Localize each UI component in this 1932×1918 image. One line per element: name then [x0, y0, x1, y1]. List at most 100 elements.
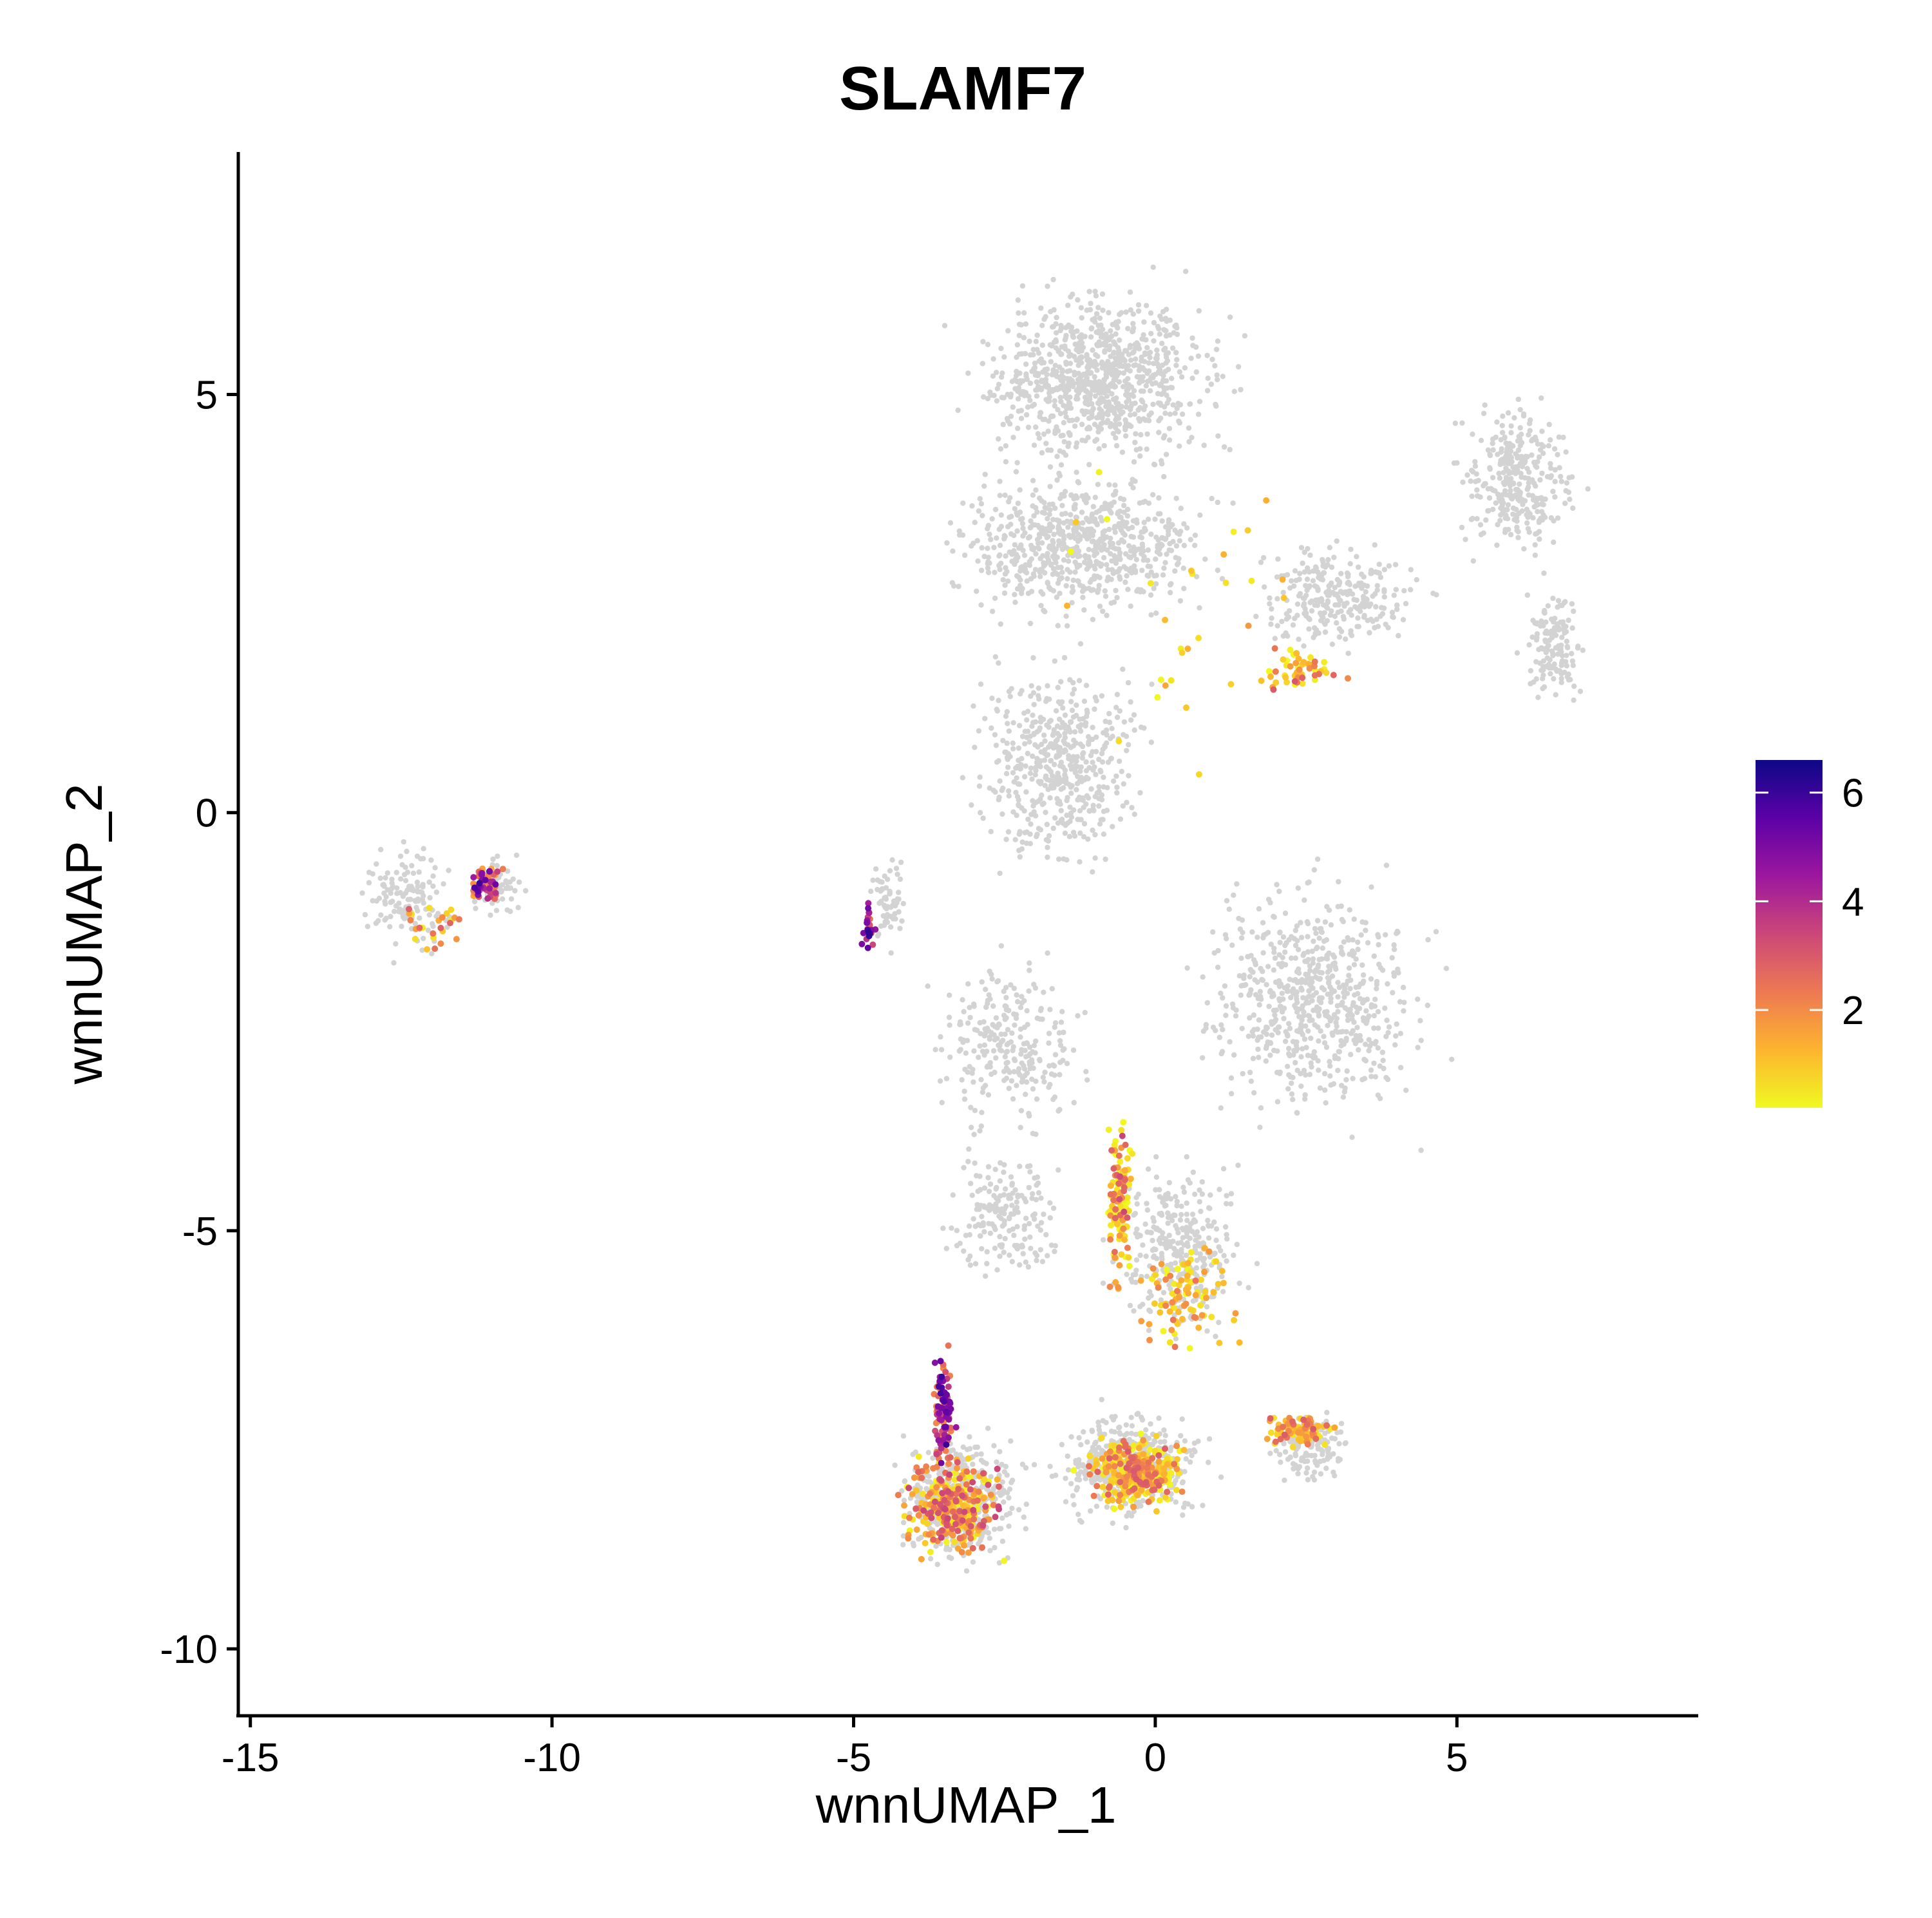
background-point — [1000, 785, 1006, 792]
background-point — [1115, 415, 1122, 421]
background-point — [1137, 446, 1143, 451]
background-point — [1218, 1022, 1224, 1028]
background-point — [954, 1228, 960, 1233]
background-point — [1292, 1039, 1298, 1045]
background-point — [1569, 658, 1576, 664]
background-point — [1495, 451, 1501, 457]
background-point — [943, 1546, 949, 1552]
background-point — [1238, 955, 1244, 962]
background-point — [1206, 1223, 1212, 1229]
background-point — [1057, 1059, 1063, 1065]
background-point — [1517, 442, 1523, 449]
background-point — [1031, 513, 1037, 519]
background-point — [1040, 591, 1046, 597]
background-point — [1343, 636, 1349, 642]
background-point — [1139, 378, 1146, 384]
background-point — [1200, 1055, 1206, 1061]
background-point — [1504, 507, 1510, 513]
background-point — [1060, 379, 1066, 385]
background-point — [1293, 1005, 1299, 1011]
background-point — [1091, 808, 1097, 813]
background-point — [1371, 1012, 1377, 1019]
background-point — [1160, 435, 1167, 441]
background-point — [972, 1108, 978, 1114]
background-point — [1019, 1076, 1026, 1081]
background-point — [1361, 1056, 1367, 1063]
background-point — [1099, 693, 1105, 699]
background-point — [1338, 571, 1344, 576]
background-point — [1041, 560, 1046, 566]
background-point — [1282, 910, 1289, 916]
background-point — [1020, 1251, 1026, 1257]
background-point — [1350, 953, 1356, 959]
background-point — [1220, 1289, 1226, 1295]
background-point — [1052, 1052, 1059, 1058]
background-point — [1325, 1023, 1331, 1029]
background-point — [1543, 649, 1549, 656]
background-point — [1124, 799, 1130, 806]
background-point — [1213, 347, 1220, 352]
background-point — [1124, 513, 1131, 519]
background-point — [1498, 457, 1504, 463]
background-point — [1325, 1013, 1331, 1020]
background-point — [1284, 1032, 1291, 1038]
background-point — [390, 884, 396, 889]
background-point — [1013, 1015, 1019, 1021]
background-point — [1524, 466, 1530, 471]
background-point — [949, 580, 956, 585]
background-point — [1045, 580, 1050, 585]
background-point — [1021, 1226, 1027, 1232]
background-point — [1279, 618, 1285, 625]
background-point — [1093, 293, 1099, 299]
background-point — [879, 879, 885, 885]
background-point — [1168, 547, 1175, 553]
background-point — [972, 745, 978, 750]
background-point — [999, 370, 1005, 376]
background-point — [1305, 1028, 1311, 1034]
background-point — [1084, 307, 1090, 313]
background-point — [1221, 444, 1227, 450]
background-point — [1104, 732, 1110, 738]
background-point — [392, 909, 397, 915]
background-point — [1003, 1049, 1009, 1056]
background-point — [1025, 1264, 1032, 1270]
background-point — [1101, 831, 1107, 837]
background-point — [1129, 1279, 1135, 1285]
background-point — [1309, 948, 1315, 954]
background-point — [1473, 479, 1479, 484]
background-point — [998, 512, 1005, 518]
background-point — [1551, 539, 1557, 546]
background-point — [1131, 459, 1137, 465]
background-point — [981, 394, 987, 400]
background-point — [1532, 434, 1539, 441]
background-point — [992, 1544, 998, 1551]
background-point — [1481, 410, 1487, 417]
background-point — [1300, 1032, 1305, 1038]
background-point — [1023, 1215, 1029, 1221]
background-point — [1023, 412, 1030, 418]
background-point — [1248, 1078, 1255, 1085]
background-point — [1043, 526, 1049, 532]
background-point — [1290, 986, 1296, 992]
background-point — [1058, 679, 1064, 685]
background-point — [1151, 585, 1157, 591]
background-point — [1103, 404, 1109, 410]
background-point — [1066, 379, 1072, 386]
background-point — [985, 1425, 991, 1431]
background-point — [1161, 565, 1167, 571]
background-point — [1531, 459, 1537, 466]
background-point — [1210, 1024, 1217, 1030]
background-point — [1058, 817, 1065, 823]
background-point — [975, 558, 981, 564]
background-point — [990, 356, 996, 362]
background-point — [1115, 319, 1121, 325]
background-point — [1086, 462, 1092, 468]
background-point — [1002, 1054, 1009, 1060]
background-point — [1189, 435, 1195, 441]
background-point — [1497, 518, 1503, 524]
background-point — [1365, 940, 1371, 946]
background-point — [1150, 492, 1156, 498]
background-point — [1310, 985, 1316, 991]
background-point — [992, 1069, 998, 1076]
background-point — [1250, 969, 1256, 975]
